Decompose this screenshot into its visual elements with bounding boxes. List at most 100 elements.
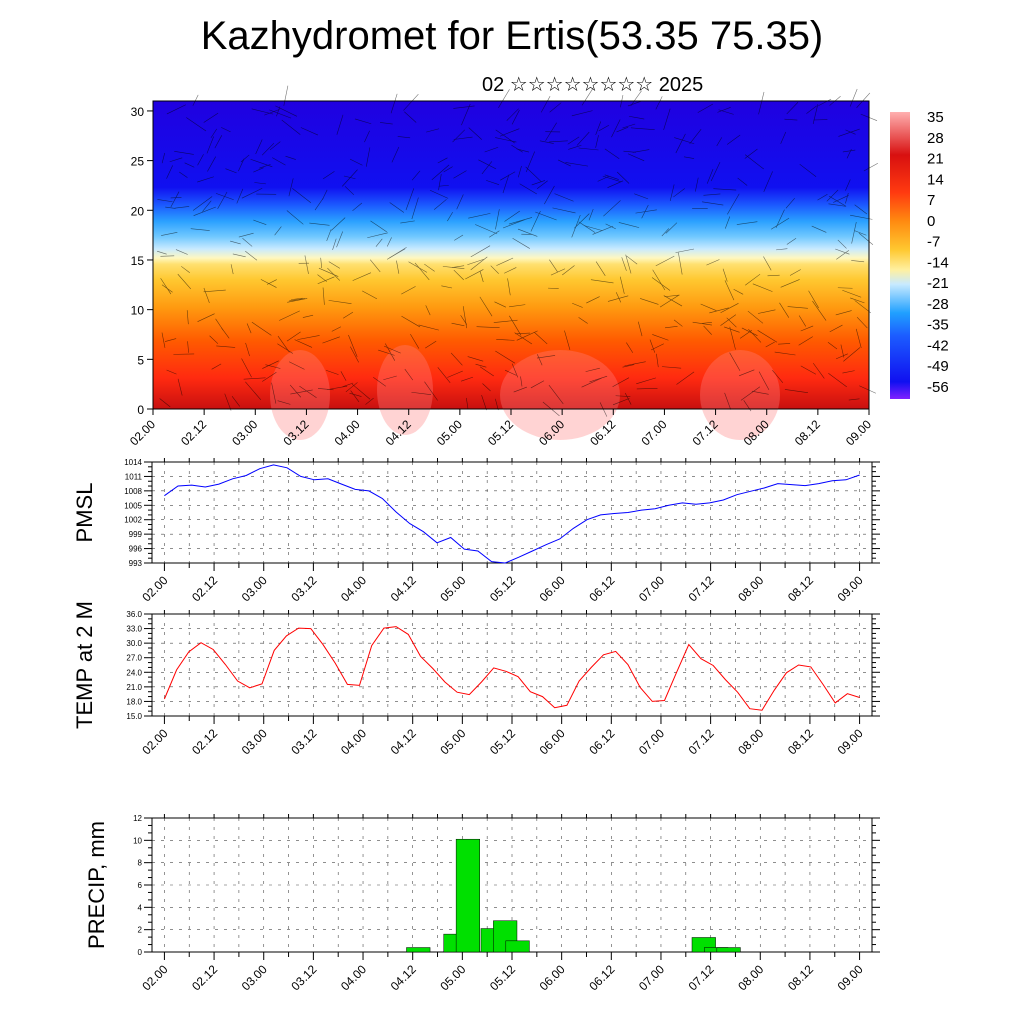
wind-stroke [468, 213, 491, 219]
wind-stroke [828, 203, 847, 207]
x-tick-label: 02.00 [139, 726, 170, 757]
wind-stroke [289, 384, 302, 398]
wind-stroke [328, 300, 352, 305]
wind-stroke [174, 151, 194, 155]
wind-stroke [486, 180, 500, 185]
x-tick-label: 09.00 [835, 573, 866, 604]
wind-stroke [209, 335, 219, 344]
wind-stroke [618, 222, 640, 228]
wind-stroke [206, 136, 214, 154]
wind-stroke [495, 350, 516, 364]
wind-stroke [737, 177, 748, 186]
wind-stroke [494, 301, 507, 308]
series-line [163, 626, 860, 711]
wind-stroke [349, 158, 363, 166]
wind-stroke [520, 376, 523, 387]
wind-stroke [506, 108, 519, 121]
wind-stroke [418, 324, 439, 331]
wind-stroke [466, 397, 469, 409]
y-tick-label: 27.0 [126, 654, 142, 663]
wind-stroke [317, 276, 335, 284]
wind-stroke [744, 148, 758, 159]
wind-stroke [549, 140, 568, 143]
wind-stroke [481, 395, 487, 411]
wind-stroke [328, 261, 341, 269]
wind-stroke [635, 209, 657, 214]
wind-stroke [835, 248, 850, 255]
wind-stroke [299, 385, 317, 399]
wind-stroke [479, 366, 494, 377]
wind-stroke [157, 199, 173, 203]
wind-stroke [161, 232, 178, 236]
wind-stroke [720, 314, 737, 326]
wind-stroke [375, 238, 383, 247]
x-tick-label: 03.12 [288, 962, 319, 993]
wind-stroke [669, 184, 675, 202]
wind-stroke [583, 225, 603, 231]
wind-stroke [784, 389, 808, 393]
wind-stroke [848, 398, 860, 401]
wind-stroke [424, 263, 435, 272]
wind-stroke [251, 321, 272, 336]
wind-stroke [241, 358, 252, 378]
wind-stroke [536, 354, 543, 366]
wind-stroke [727, 193, 740, 215]
wind-stroke [724, 280, 735, 301]
wind-stroke [309, 222, 330, 226]
x-tick-label: 02.00 [127, 417, 158, 448]
wind-stroke [615, 395, 631, 397]
wind-stroke [519, 183, 537, 195]
wind-stroke [429, 189, 449, 199]
wind-stroke [403, 93, 419, 111]
wind-stroke [511, 363, 519, 378]
wind-stroke [758, 371, 770, 391]
wind-stroke [851, 222, 857, 244]
plot-frame [151, 613, 873, 717]
x-tick-label: 03.12 [288, 573, 319, 604]
wind-stroke [856, 317, 868, 329]
wind-stroke [602, 175, 622, 183]
wind-stroke [452, 265, 465, 268]
wind-stroke [161, 332, 166, 348]
wind-stroke [331, 217, 346, 231]
wind-stroke [230, 264, 234, 275]
wind-stroke [516, 330, 538, 341]
wind-stroke [288, 178, 294, 197]
wind-stroke [517, 228, 538, 237]
wind-stroke [230, 240, 241, 245]
wind-stroke [159, 398, 171, 408]
wind-stroke [845, 179, 851, 191]
wind-stroke [729, 326, 736, 350]
wind-stroke [292, 188, 312, 203]
wind-stroke [467, 258, 484, 266]
wind-stroke [177, 378, 183, 396]
y-tick-label: 10 [133, 836, 142, 845]
precip-bar [406, 947, 431, 953]
wind-stroke [659, 294, 680, 308]
wind-stroke [197, 176, 214, 183]
wind-stroke [800, 365, 817, 375]
wind-stroke [592, 225, 614, 235]
wind-stroke [678, 252, 683, 275]
wind-stroke [285, 155, 296, 160]
wind-stroke [410, 333, 420, 349]
wind-stroke [514, 332, 533, 345]
wind-stroke [221, 127, 231, 133]
wind-stroke [722, 268, 728, 282]
wind-stroke [692, 321, 713, 326]
wind-stroke [598, 124, 609, 132]
wind-stroke [481, 161, 493, 175]
wind-stroke [253, 219, 267, 225]
wind-stroke [274, 226, 282, 236]
wind-stroke [241, 188, 263, 199]
wind-stroke [710, 161, 721, 182]
colorbar-label: 14 [927, 171, 944, 188]
wind-stroke [706, 259, 720, 266]
wind-stroke [843, 347, 861, 362]
y-tick-label: 15 [131, 254, 145, 268]
wind-stroke [217, 191, 228, 210]
wind-stroke [401, 315, 421, 328]
wind-stroke [849, 88, 858, 107]
wind-stroke [724, 392, 731, 410]
wind-stroke [595, 261, 606, 276]
